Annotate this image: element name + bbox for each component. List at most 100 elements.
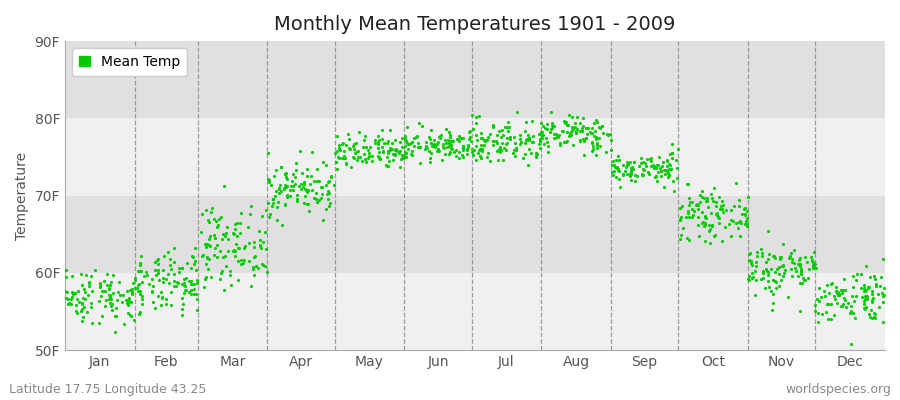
Point bbox=[782, 255, 796, 261]
Point bbox=[490, 140, 504, 146]
Point bbox=[595, 123, 609, 130]
Point bbox=[128, 285, 142, 291]
Point bbox=[645, 161, 660, 168]
Point bbox=[568, 120, 582, 126]
Point bbox=[104, 293, 118, 300]
Point bbox=[202, 219, 216, 225]
Point bbox=[733, 197, 747, 203]
Point bbox=[188, 267, 202, 274]
Point bbox=[624, 167, 638, 173]
Point bbox=[218, 253, 232, 259]
Point bbox=[84, 300, 98, 306]
Point bbox=[702, 228, 716, 234]
Point bbox=[665, 141, 680, 147]
Point bbox=[134, 292, 148, 299]
Point bbox=[706, 233, 721, 240]
Point bbox=[796, 279, 810, 286]
Point bbox=[676, 225, 690, 231]
Point bbox=[202, 236, 217, 243]
Point bbox=[817, 293, 832, 299]
Point bbox=[168, 283, 183, 289]
Point bbox=[77, 289, 92, 295]
Point bbox=[310, 165, 324, 172]
Point bbox=[436, 157, 450, 163]
Point bbox=[133, 309, 148, 315]
Point bbox=[657, 184, 671, 190]
Point bbox=[455, 147, 470, 153]
Point bbox=[442, 140, 456, 146]
Point bbox=[660, 168, 674, 174]
Point bbox=[649, 165, 663, 172]
Point bbox=[572, 120, 587, 126]
Point bbox=[74, 308, 88, 314]
Point bbox=[724, 216, 739, 223]
Point bbox=[412, 160, 427, 166]
Point bbox=[269, 203, 284, 210]
Point bbox=[522, 146, 536, 152]
Point bbox=[809, 265, 824, 272]
Point bbox=[812, 285, 826, 291]
Point bbox=[867, 314, 881, 321]
Point bbox=[278, 182, 293, 188]
Point bbox=[222, 272, 237, 278]
Point bbox=[639, 163, 653, 169]
Point bbox=[140, 272, 154, 279]
Point bbox=[742, 257, 756, 263]
Point bbox=[242, 211, 256, 217]
Point bbox=[292, 148, 307, 154]
Point bbox=[860, 292, 874, 299]
Point bbox=[585, 140, 599, 146]
Point bbox=[224, 282, 238, 288]
Point bbox=[695, 194, 709, 200]
Point bbox=[559, 139, 573, 145]
Point bbox=[64, 300, 78, 307]
Point bbox=[230, 233, 245, 240]
Point bbox=[710, 212, 724, 218]
Point bbox=[177, 282, 192, 288]
Point bbox=[92, 298, 106, 304]
Point bbox=[244, 203, 258, 209]
Point bbox=[194, 211, 209, 218]
Point bbox=[592, 124, 607, 130]
Point bbox=[571, 126, 585, 132]
Point bbox=[659, 167, 673, 173]
Point bbox=[76, 304, 91, 310]
Point bbox=[806, 262, 820, 268]
Point bbox=[761, 272, 776, 278]
Point bbox=[670, 164, 684, 171]
Point bbox=[198, 261, 212, 268]
Point bbox=[179, 260, 194, 266]
Point bbox=[634, 160, 649, 166]
Point bbox=[247, 244, 261, 250]
Point bbox=[643, 156, 657, 163]
Point bbox=[589, 117, 603, 124]
Point bbox=[773, 277, 788, 284]
Point bbox=[236, 260, 250, 266]
Point bbox=[329, 148, 344, 154]
Point bbox=[233, 229, 248, 236]
Point bbox=[624, 170, 638, 177]
Point bbox=[357, 150, 372, 157]
Point bbox=[375, 136, 390, 142]
Point bbox=[137, 273, 151, 279]
Point bbox=[428, 143, 443, 149]
Point bbox=[604, 136, 618, 143]
Point bbox=[351, 148, 365, 154]
Point bbox=[811, 310, 825, 316]
Point bbox=[300, 186, 314, 193]
Point bbox=[806, 257, 820, 263]
Point bbox=[125, 290, 140, 297]
Point bbox=[796, 274, 811, 281]
Point bbox=[822, 290, 836, 296]
Point bbox=[533, 138, 547, 144]
Point bbox=[237, 257, 251, 264]
Point bbox=[272, 185, 286, 191]
Point bbox=[665, 155, 680, 162]
Point bbox=[769, 279, 783, 285]
Point bbox=[314, 184, 328, 190]
Point bbox=[610, 164, 625, 170]
Point bbox=[854, 285, 868, 291]
Point bbox=[749, 263, 763, 269]
Point bbox=[514, 139, 528, 146]
Point bbox=[709, 203, 724, 209]
